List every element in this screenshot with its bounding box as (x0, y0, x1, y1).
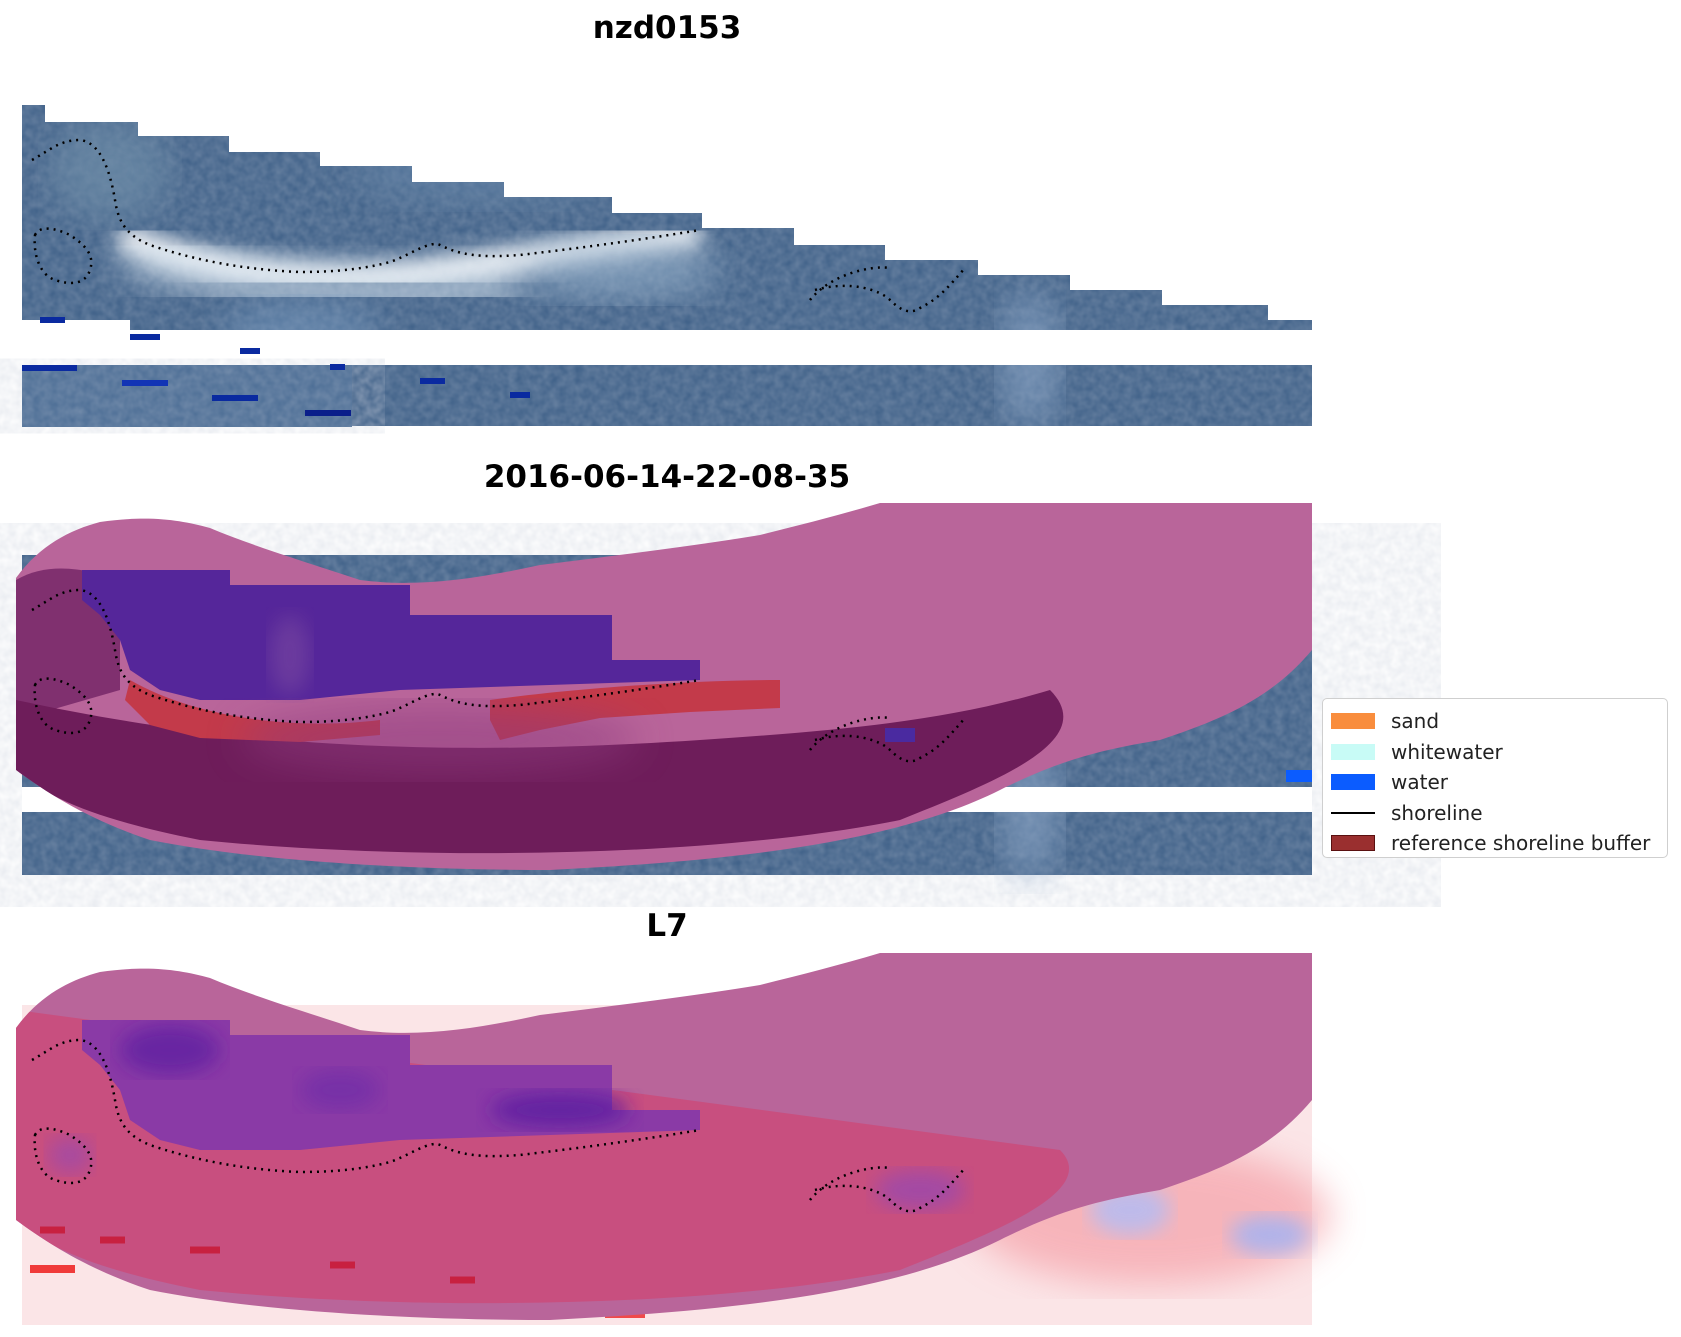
classification-panel-2 (16, 503, 1312, 880)
legend-item-shoreline: shoreline (1331, 798, 1667, 829)
legend-item-sand: sand (1331, 706, 1667, 737)
legend-label-sand: sand (1391, 709, 1440, 734)
legend: sand whitewater water shoreline referenc… (1322, 698, 1668, 858)
legend-label-buffer: reference shoreline buffer (1391, 831, 1651, 856)
legend-item-buffer: reference shoreline buffer (1331, 828, 1667, 859)
legend-label-water: water (1391, 770, 1448, 795)
legend-label-shoreline: shoreline (1391, 800, 1483, 825)
legend-label-whitewater: whitewater (1391, 739, 1503, 764)
panel-title-2: 2016-06-14-22-08-35 (483, 459, 851, 495)
legend-swatch-buffer (1331, 835, 1375, 852)
imagery-panel-1 (22, 105, 1312, 427)
legend-swatch-water (1331, 774, 1375, 791)
legend-line-shoreline (1331, 811, 1375, 814)
legend-item-water: water (1331, 767, 1667, 798)
panel-title-1: nzd0153 (592, 10, 742, 46)
panel-title-3: L7 (646, 908, 688, 944)
legend-item-whitewater: whitewater (1331, 737, 1667, 768)
legend-swatch-sand (1331, 713, 1375, 730)
index-panel-3 (16, 953, 1330, 1325)
legend-swatch-whitewater (1331, 743, 1375, 760)
